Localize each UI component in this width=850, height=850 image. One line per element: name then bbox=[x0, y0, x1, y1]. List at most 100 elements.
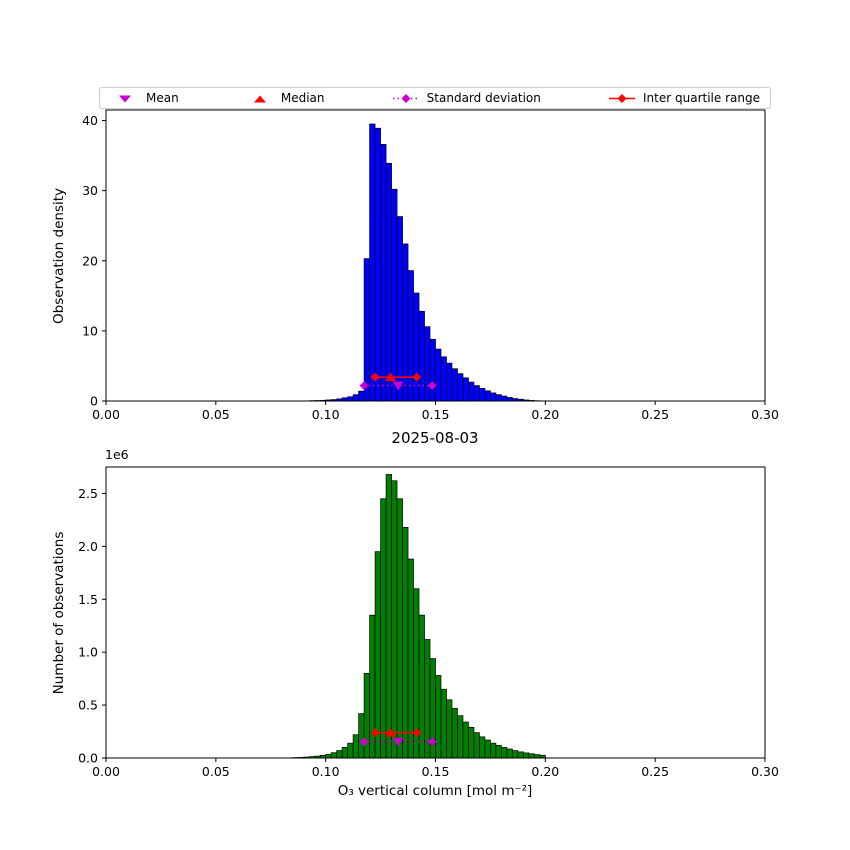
histogram-bar bbox=[424, 326, 431, 402]
histogram-bar bbox=[330, 752, 338, 759]
histogram-bar bbox=[533, 754, 541, 759]
histogram-bar bbox=[484, 739, 491, 759]
histogram-bar bbox=[352, 734, 359, 759]
histogram-bar bbox=[374, 127, 381, 402]
histogram-bar bbox=[506, 748, 513, 759]
histogram-bar bbox=[374, 551, 381, 759]
legend-item-standard-deviation: Standard deviation bbox=[391, 91, 541, 105]
histogram-bar bbox=[457, 715, 464, 759]
x-tick-label: 0.10 bbox=[312, 407, 340, 422]
histogram-bar bbox=[523, 752, 530, 759]
diamond-marker bbox=[359, 381, 369, 391]
legend-item-median: Median bbox=[245, 91, 325, 105]
top-y-axis-label: Observation density bbox=[51, 188, 67, 324]
histogram-bar bbox=[528, 753, 535, 759]
y-tick-label: 0.0 bbox=[78, 751, 98, 766]
median-triangle-marker bbox=[384, 727, 396, 737]
bottom-y-axis-label: Number of observations bbox=[51, 531, 67, 695]
mean-triangle-marker bbox=[392, 381, 404, 391]
y-tick-label: 20 bbox=[82, 253, 98, 268]
legend-label-standard-deviation: Standard deviation bbox=[426, 91, 541, 105]
y-tick-label: 2.0 bbox=[78, 539, 98, 554]
histogram-bar bbox=[446, 362, 453, 402]
x-tick-label: 0.20 bbox=[531, 407, 559, 422]
histogram-bar bbox=[429, 338, 436, 402]
histogram-bar bbox=[462, 721, 469, 759]
median-marker-icon bbox=[245, 91, 275, 105]
y-tick-label: 10 bbox=[82, 323, 98, 338]
histogram-bar bbox=[440, 356, 447, 402]
histogram-bar bbox=[495, 394, 502, 402]
x-tick-label: 0.20 bbox=[531, 764, 559, 779]
histogram-bar bbox=[451, 707, 458, 759]
histogram-bar bbox=[385, 474, 392, 759]
y-axis-offset-label: 1e6 bbox=[105, 447, 129, 462]
histogram-bar bbox=[479, 388, 486, 402]
histogram-bar bbox=[446, 699, 453, 759]
histogram-bar bbox=[468, 726, 475, 759]
histogram-bar bbox=[385, 162, 392, 402]
mean-triangle-marker bbox=[392, 737, 404, 747]
legend-label-median: Median bbox=[280, 91, 325, 105]
interquartile-range-marker-icon bbox=[607, 91, 637, 105]
x-axis-label: O₃ vertical column [mol m⁻²] bbox=[337, 783, 533, 799]
x-tick-label: 0.00 bbox=[92, 764, 120, 779]
legend-item-interquartile-range: Inter quartile range bbox=[607, 91, 760, 105]
y-tick-label: 40 bbox=[82, 113, 98, 128]
y-tick-label: 30 bbox=[82, 183, 98, 198]
histogram-bar bbox=[380, 498, 387, 759]
legend-item-mean: Mean bbox=[110, 91, 179, 105]
y-tick-label: 0.5 bbox=[78, 698, 98, 713]
histogram-bar bbox=[369, 123, 376, 402]
histogram-bar bbox=[380, 144, 387, 402]
mean-marker-icon bbox=[110, 91, 140, 105]
histogram-bar bbox=[418, 310, 425, 402]
diamond-marker bbox=[427, 737, 437, 747]
histogram-bar bbox=[358, 390, 365, 402]
histogram-bar bbox=[479, 736, 486, 759]
histogram-bar bbox=[490, 392, 497, 402]
histogram-bar bbox=[451, 368, 458, 402]
diamond-marker bbox=[412, 728, 422, 738]
histogram-bar bbox=[407, 558, 414, 759]
x-tick-label: 0.10 bbox=[312, 764, 340, 779]
histogram-bar bbox=[418, 614, 425, 759]
x-tick-label: 0.30 bbox=[751, 407, 779, 422]
histogram-bar bbox=[336, 750, 343, 759]
x-tick-label: 0.25 bbox=[641, 407, 669, 422]
x-tick-label: 0.25 bbox=[641, 764, 669, 779]
median-triangle-marker bbox=[384, 372, 396, 382]
histogram-bar bbox=[490, 742, 497, 759]
histogram-bar bbox=[391, 480, 398, 759]
histogram-bar bbox=[341, 747, 348, 759]
histogram-bar bbox=[440, 688, 447, 759]
histogram-bar bbox=[352, 394, 359, 402]
histogram-bar bbox=[407, 270, 414, 402]
y-tick-label: 1.5 bbox=[78, 592, 98, 607]
diamond-marker bbox=[370, 372, 380, 382]
histogram-bar bbox=[462, 377, 469, 402]
histogram-bar bbox=[347, 742, 354, 759]
chart-title: 2025-08-03 bbox=[391, 429, 479, 447]
histogram-bar bbox=[325, 753, 332, 759]
y-tick-label: 1.0 bbox=[78, 645, 98, 660]
x-tick-label: 0.15 bbox=[422, 407, 450, 422]
histogram-bar bbox=[473, 732, 480, 759]
y-tick-label: 0 bbox=[90, 394, 98, 409]
histogram-bar bbox=[402, 526, 409, 759]
legend: Mean Median Standard deviation Inter qua… bbox=[99, 87, 771, 109]
histogram-bar bbox=[396, 498, 403, 759]
histogram-bar bbox=[457, 373, 464, 402]
histogram-bar bbox=[473, 385, 480, 402]
histogram-bar bbox=[363, 258, 370, 402]
legend-label-mean: Mean bbox=[146, 91, 179, 105]
x-tick-label: 0.15 bbox=[422, 764, 450, 779]
histogram-bar bbox=[501, 747, 508, 759]
histogram-bar bbox=[347, 396, 354, 402]
histogram-bar bbox=[435, 348, 442, 402]
diamond-marker bbox=[370, 728, 380, 738]
diamond-marker bbox=[359, 737, 369, 747]
histogram-bar bbox=[369, 614, 376, 759]
standard-deviation-marker-icon bbox=[391, 91, 421, 105]
